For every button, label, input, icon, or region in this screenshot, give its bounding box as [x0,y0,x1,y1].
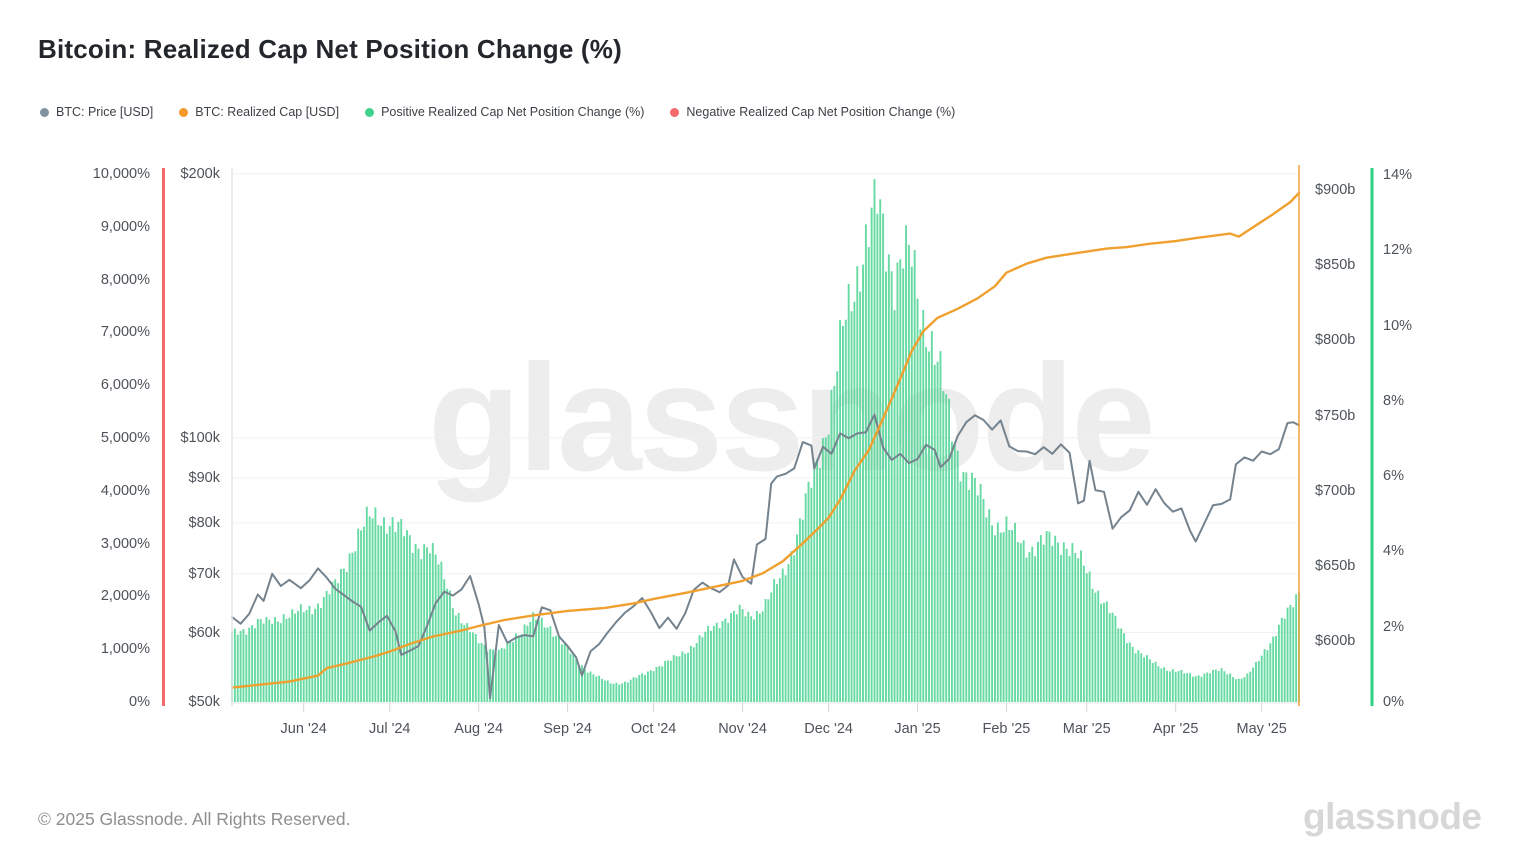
legend-item-3[interactable]: Negative Realized Cap Net Position Chang… [670,105,955,119]
month-tick: Nov '24 [718,721,767,737]
left-percent-tick: 9,000% [100,218,150,235]
legend-dot-icon [40,107,49,117]
left-percent-tick: 1,000% [100,641,150,658]
legend-item-label: Negative Realized Cap Net Position Chang… [686,105,956,119]
month-tick: Apr '25 [1152,721,1199,737]
right-percent-tick: 14% [1383,167,1413,183]
month-tick: Oct '24 [630,721,677,737]
legend-item-1[interactable]: BTC: Realized Cap [USD] [179,105,339,119]
price-tick: $100k [180,429,220,446]
right-percent-tick: 10% [1383,317,1413,334]
right-percent-tick: 8% [1383,392,1404,409]
legend-item-label: BTC: Realized Cap [USD] [195,105,340,119]
right-percent-tick: 2% [1383,618,1404,635]
realized-cap-tick: $850b [1315,257,1356,274]
legend-dot-icon [670,107,680,117]
left-percent-tick: 10,000% [92,166,150,182]
legend: BTC: Price [USD] BTC: Realized Cap [USD] P… [40,105,955,119]
price-tick: $200k [180,165,220,182]
glassnode-watermark: glassnode [428,333,1156,503]
month-tick: Dec '24 [804,721,853,737]
left-percent-tick: 4,000% [100,482,150,499]
price-tick: $50k [188,694,220,710]
legend-dot-icon [179,107,189,117]
right-percent-tick: 4% [1383,543,1404,560]
left-percent-tick: 2,000% [100,588,150,605]
realized-cap-tick: $800b [1315,332,1356,349]
price-tick: $90k [188,470,220,487]
left-percent-tick: 3,000% [100,535,150,552]
month-tick: Feb '25 [982,721,1031,737]
realized-cap-tick: $650b [1315,557,1356,574]
legend-item-2[interactable]: Positive Realized Cap Net Position Chang… [365,105,644,119]
right-percent-tick: 12% [1383,242,1413,259]
month-tick: Sep '24 [543,721,592,737]
month-tick: Mar '25 [1062,721,1111,737]
price-tick: $60k [188,624,220,641]
legend-item-label: BTC: Price [USD] [56,105,154,119]
realized-cap-tick: $600b [1315,633,1356,649]
month-tick: Jul '24 [369,721,411,737]
month-tick: Jun '24 [280,721,327,737]
page-title: Bitcoin: Realized Cap Net Position Chang… [38,34,622,64]
month-tick: Aug '24 [454,721,504,737]
left-percent-tick: 6,000% [100,377,150,394]
price-tick: $80k [188,514,220,531]
left-percent-tick: 5,000% [100,430,150,446]
left-percent-tick: 0% [129,694,150,710]
month-tick: May '25 [1236,721,1287,737]
glassnode-logo: glassnode [1303,796,1482,837]
realized-cap-tick: $700b [1315,482,1356,499]
month-tick: Jan '25 [894,721,941,737]
right-percent-tick: 0% [1383,694,1404,710]
legend-dot-icon [365,107,375,117]
price-tick: $70k [188,565,220,582]
copyright-text: © 2025 Glassnode. All Rights Reserved. [38,809,351,829]
left-percent-tick: 7,000% [100,324,150,341]
legend-item-label: Positive Realized Cap Net Position Chang… [381,105,645,119]
right-percent-tick: 6% [1383,468,1404,485]
left-percent-tick: 8,000% [100,271,150,288]
realized-cap-tick: $900b [1315,182,1356,198]
realized-cap-tick: $750b [1315,407,1356,424]
legend-item-0[interactable]: BTC: Price [USD] [40,105,153,119]
